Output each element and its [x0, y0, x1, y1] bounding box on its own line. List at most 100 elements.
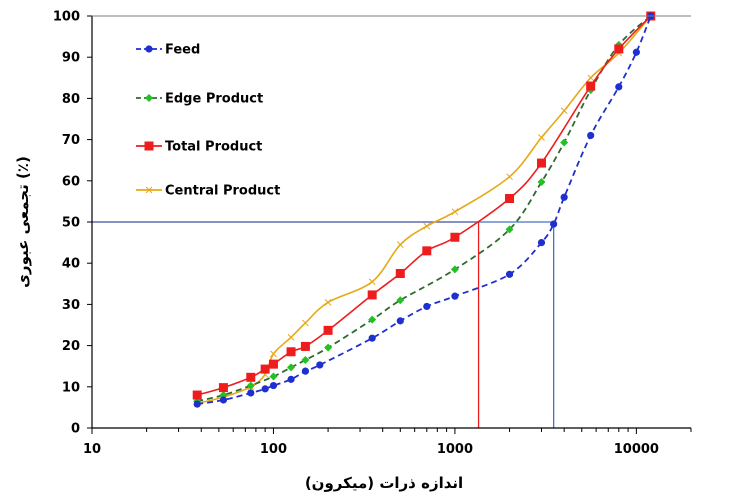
- data-point-feed: [505, 270, 514, 278]
- data-point-central-product: [451, 208, 459, 216]
- data-point-central-product: [560, 107, 568, 115]
- data-point-feed: [587, 131, 595, 140]
- series-group: [192, 11, 656, 408]
- legend-entry-edge-product: Edge Product: [136, 92, 263, 107]
- series-line-central-product: [197, 15, 652, 405]
- data-point-total-product: [614, 44, 624, 54]
- series-total-product: [192, 11, 656, 400]
- data-point-total-product: [505, 194, 515, 204]
- data-point-edge-product: [368, 315, 377, 324]
- data-point-central-product: [538, 134, 545, 141]
- data-point-total-product: [536, 158, 546, 168]
- marker-stroke: [287, 334, 295, 341]
- series-edge-product: [193, 12, 655, 406]
- data-point-total-product: [300, 341, 310, 351]
- data-point-central-product: [324, 298, 332, 306]
- data-point-feed: [219, 396, 228, 404]
- data-point-total-product: [192, 390, 202, 400]
- marker-stroke: [368, 278, 376, 286]
- marker-stroke: [270, 350, 277, 358]
- series-line-total-product: [196, 15, 652, 396]
- data-point-central-product: [270, 350, 277, 358]
- data-point-edge-product: [324, 343, 333, 352]
- y-tick-label: 50: [62, 216, 80, 231]
- x-tick-label: 100: [260, 442, 287, 457]
- data-point-feed: [423, 302, 431, 311]
- y-tick-label: 60: [62, 174, 80, 189]
- reference-lines: [92, 221, 555, 428]
- y-tick-label: 10: [62, 380, 80, 395]
- marker-stroke: [423, 222, 431, 230]
- data-point-total-product: [323, 325, 333, 335]
- data-point-edge-product: [301, 356, 310, 365]
- data-point-feed: [615, 83, 623, 91]
- y-tick-label: 30: [62, 298, 80, 313]
- marker-stroke: [587, 74, 595, 82]
- data-point-total-product: [246, 372, 256, 382]
- data-point-feed: [632, 48, 640, 56]
- data-point-total-product: [586, 81, 596, 91]
- marker-stroke: [506, 173, 513, 181]
- data-point-central-product: [423, 222, 431, 230]
- marker-stroke: [302, 319, 309, 327]
- y-tick-label: 40: [62, 257, 80, 272]
- data-point-central-product: [302, 319, 309, 327]
- data-point-edge-product: [450, 265, 459, 274]
- legend-marker: [144, 141, 154, 151]
- data-point-feed: [550, 220, 558, 228]
- series-line-edge-product: [197, 15, 652, 403]
- legend-label: Central Product: [165, 184, 280, 199]
- x-axis-title: اندازه ذرات (میکرون): [305, 474, 463, 492]
- data-point-feed: [560, 193, 568, 201]
- legend-entry-total-product: Total Product: [136, 140, 262, 155]
- x-tick-label: 1000: [437, 442, 473, 457]
- data-point-edge-product: [246, 381, 255, 390]
- legend-entry-central-product: Central Product: [136, 184, 280, 199]
- marker-stroke: [145, 186, 153, 194]
- y-tick-label: 90: [62, 51, 80, 66]
- data-point-edge-product: [505, 225, 514, 234]
- marker-stroke: [396, 241, 404, 249]
- x-tick-label: 10: [83, 442, 101, 457]
- data-point-feed: [316, 361, 324, 369]
- data-point-feed: [537, 239, 546, 247]
- legend-label: Edge Product: [165, 92, 263, 107]
- marker-stroke: [560, 107, 568, 115]
- y-tick-label: 20: [62, 339, 80, 354]
- data-point-edge-product: [396, 296, 405, 305]
- x-tick-label: 10000: [614, 442, 659, 457]
- data-point-edge-product: [537, 178, 546, 187]
- data-point-feed: [287, 375, 295, 383]
- series-line-feed: [197, 15, 652, 405]
- marker-stroke: [451, 208, 459, 216]
- y-tick-label: 100: [53, 10, 80, 25]
- data-point-feed: [247, 389, 255, 397]
- data-point-central-product: [287, 334, 295, 341]
- y-axis-title: تجمعی عبوری (٪): [14, 156, 32, 288]
- data-point-feed: [193, 400, 201, 408]
- data-point-total-product: [395, 269, 405, 278]
- data-point-edge-product: [269, 372, 278, 381]
- data-point-edge-product: [560, 138, 569, 147]
- legend: Feed Edge Product Total Product Central Pro…: [136, 43, 280, 199]
- legend-marker: [145, 186, 153, 194]
- data-point-feed: [269, 381, 278, 390]
- y-tick-label: 0: [71, 422, 80, 437]
- marker-stroke: [538, 134, 545, 141]
- data-point-central-product: [587, 74, 595, 82]
- legend-entry-feed: Feed: [136, 43, 200, 58]
- legend-label: Feed: [165, 43, 200, 58]
- data-point-central-product: [396, 241, 404, 249]
- data-point-feed: [368, 334, 376, 342]
- data-point-total-product: [218, 383, 228, 393]
- y-tick-label: 80: [62, 92, 80, 107]
- data-point-feed: [261, 385, 269, 393]
- series-feed: [193, 12, 655, 408]
- data-point-feed: [451, 292, 459, 300]
- data-point-total-product: [367, 290, 377, 300]
- series-central-product: [193, 12, 655, 407]
- legend-label: Total Product: [165, 140, 262, 155]
- data-point-central-product: [506, 173, 513, 181]
